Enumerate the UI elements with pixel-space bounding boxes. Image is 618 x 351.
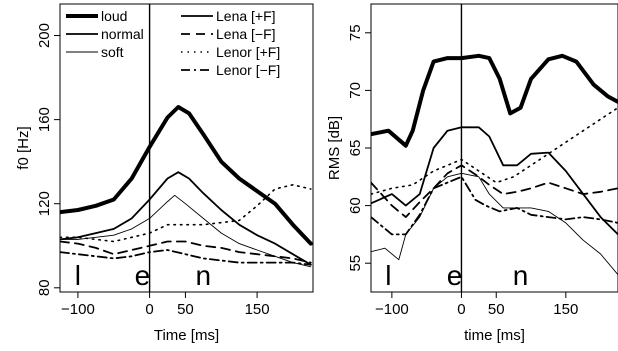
y-axis-title: f0 [Hz] — [15, 126, 32, 169]
y-tick-label: 60 — [347, 197, 364, 214]
x-tick-label: 0 — [145, 301, 153, 318]
series-line-thick — [60, 105, 313, 246]
series-group — [60, 105, 313, 268]
x-tick-label: 50 — [488, 301, 505, 318]
legend-label: Lena [−F] — [216, 26, 276, 42]
x-axis-title: time [ms] — [464, 327, 525, 344]
legend-label: Lenor [+F] — [216, 44, 280, 60]
segment-label-e: e — [135, 260, 151, 291]
series-line-medium — [60, 171, 312, 266]
y-tick-label: 75 — [347, 24, 364, 41]
legend-label: soft — [101, 44, 124, 60]
y-tick-label: 120 — [36, 191, 53, 216]
segment-label-e: e — [447, 260, 463, 291]
segment-label-l: l — [385, 260, 391, 291]
x-tick-label: −100 — [61, 301, 95, 318]
y-tick-label: 55 — [347, 255, 364, 272]
series-line-dashed — [371, 164, 618, 218]
f0-panel: l e n −100 0 50 150 80 120 160 200 Time [ms] f0 [Hz]… — [15, 3, 314, 344]
plot-frame — [59, 3, 314, 293]
rms-panel: l e n −100 0 50 150 55 60 65 70 75 time [ms] RMS [dB] — [326, 3, 618, 344]
x-axis-title: Time [ms] — [154, 327, 219, 344]
series-line-dashdot — [371, 175, 618, 236]
y-tick-label: 70 — [347, 82, 364, 99]
x-tick-label: −100 — [375, 301, 409, 318]
y-tick-label: 80 — [36, 279, 53, 296]
x-tick-label: 0 — [457, 301, 465, 318]
y-tick-label: 160 — [36, 107, 53, 132]
series-line-thick — [371, 53, 618, 148]
segment-label-l: l — [75, 260, 81, 291]
series-line-thin — [371, 172, 618, 276]
y-tick-label: 65 — [347, 140, 364, 157]
series-group — [371, 53, 618, 276]
segment-label-n: n — [513, 260, 529, 291]
segment-label-n: n — [196, 260, 212, 291]
x-tick-label: 50 — [177, 301, 194, 318]
legend: loud normal soft Lena [+F] Lena [−F] Lenor [+… — [66, 8, 280, 78]
series-line-thin — [60, 194, 312, 268]
x-tick-label: 150 — [245, 301, 270, 318]
series-line-medium — [371, 126, 618, 236]
legend-label: normal — [101, 26, 144, 42]
series-line-dotted — [371, 106, 618, 195]
legend-label: Lenor [−F] — [216, 62, 280, 78]
series-line-dashdot — [60, 249, 312, 266]
legend-label: Lena [+F] — [216, 8, 276, 24]
y-tick-label: 200 — [36, 23, 53, 48]
x-tick-label: 150 — [553, 301, 578, 318]
y-axis-title: RMS [dB] — [326, 116, 343, 180]
series-line-dashed — [60, 240, 312, 264]
legend-label: loud — [101, 8, 127, 24]
series-line-dotted — [60, 184, 312, 243]
